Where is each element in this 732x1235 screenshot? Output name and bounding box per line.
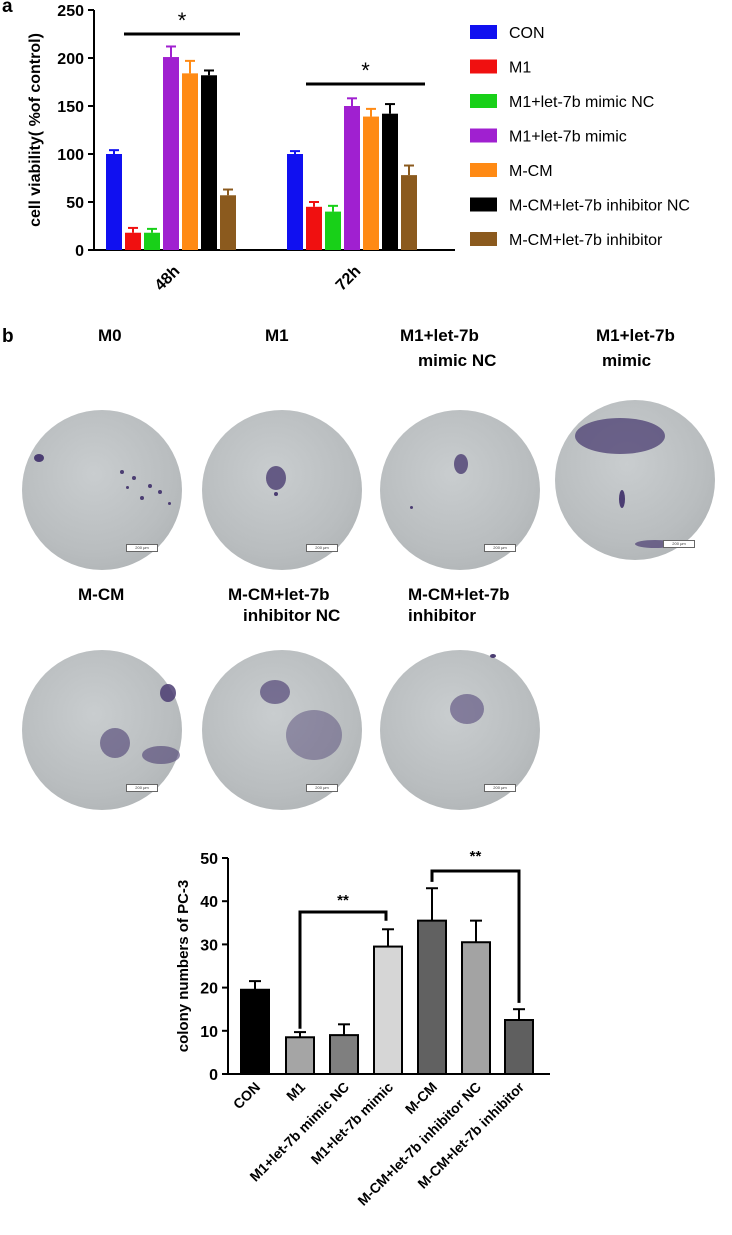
plate-title-line1: M-CM+let-7b (228, 585, 330, 604)
y-tick-label: 200 (57, 51, 84, 68)
legend-swatch (470, 197, 497, 212)
scale-bar: 200 μm (663, 540, 695, 548)
plate-title-m1-mimic-nc: M1+let-7b mimic NC (400, 323, 496, 373)
y-tick-label: 0 (209, 1067, 218, 1084)
y-tick-label: 30 (200, 937, 218, 954)
y-tick-label: 50 (66, 195, 84, 212)
bar (344, 106, 360, 250)
bar (306, 206, 322, 250)
plate-title-line1: M1+let-7b (596, 326, 675, 345)
x-tick-label: M1 (283, 1079, 308, 1104)
bar (125, 232, 141, 250)
y-tick-label: 20 (200, 981, 218, 998)
legend-label: M1+let-7b mimic NC (509, 94, 654, 111)
plate-title-line1: M-CM (78, 585, 125, 604)
plate-title-m1: M1 (265, 323, 289, 348)
legend-swatch (470, 25, 497, 39)
plate-title-line1: M0 (98, 326, 122, 345)
legend-swatch (470, 128, 497, 143)
x-tick-label: CON (230, 1079, 263, 1112)
plate-title-m-cm-inhibitor-nc: M-CM+let-7b inhibitor NC (228, 582, 341, 628)
bar (401, 175, 417, 250)
plate-title-line1: M-CM+let-7b (408, 585, 510, 604)
significance-bracket (298, 910, 388, 1029)
scale-bar: 200 μm (306, 784, 338, 792)
plate-image-m-cm-inhibitor: 200 μm (380, 650, 540, 810)
legend-label: M1 (509, 60, 531, 77)
legend-label: CON (509, 25, 545, 42)
y-tick-label: 10 (200, 1024, 218, 1041)
y-axis-label: cell viability( %of control) (27, 33, 44, 227)
bar (382, 113, 398, 251)
bar (144, 232, 160, 250)
y-axis-label: colony numbers of PC-3 (175, 880, 192, 1053)
bar (363, 116, 379, 250)
scale-bar: 200 μm (484, 784, 516, 792)
plate-title-m1-mimic: M1+let-7b mimic (596, 323, 675, 373)
bar (329, 1034, 359, 1075)
significance-marker: ** (470, 848, 482, 865)
legend-label: M-CM+let-7b inhibitor NC (509, 198, 690, 215)
bar (417, 919, 447, 1075)
plate-title-line2: inhibitor NC (243, 606, 341, 625)
x-tick-label: 48h (152, 263, 184, 295)
legend-swatch (470, 163, 497, 177)
legend-swatch (470, 232, 497, 246)
scale-bar: 200 μm (126, 784, 158, 792)
y-tick-label: 50 (200, 851, 218, 868)
colony-bar-chart: 0 10 20 30 40 50 colony numbers of PC-3 CON M1M1… (175, 848, 550, 1209)
bar (287, 154, 303, 250)
plate-title-line2: inhibitor (408, 606, 476, 625)
scale-bar: 200 μm (306, 544, 338, 552)
legend-label: M-CM (509, 163, 553, 180)
bar (220, 195, 236, 250)
plate-image-m1-mimic-nc: 200 μm (380, 410, 540, 570)
significance-marker: * (361, 58, 370, 83)
plate-title-line1: M1+let-7b (400, 326, 479, 345)
bar (201, 75, 217, 250)
y-tick-label: 0 (75, 243, 84, 260)
significance-bracket (430, 869, 521, 1003)
plate-title-line2: mimic NC (418, 351, 497, 370)
bar (325, 211, 341, 250)
plate-title-m-cm: M-CM (78, 582, 124, 607)
plate-image-m0: 200 μm (22, 410, 182, 570)
bar (182, 73, 198, 250)
bar (240, 988, 270, 1075)
plate-image-m1-mimic: 200 μm (555, 400, 715, 560)
plate-title-line1: M1 (265, 326, 289, 345)
y-tick-label: 150 (57, 99, 84, 116)
x-tick-label: 72h (333, 263, 365, 295)
bar (106, 154, 122, 250)
significance-marker: ** (337, 892, 349, 909)
x-tick-label: M1+let-7b mimic (308, 1079, 397, 1168)
plate-title-m-cm-inhibitor: M-CM+let-7b inhibitor (408, 582, 510, 628)
legend-swatch (470, 94, 497, 108)
plate-image-m-cm: 200 μm (22, 650, 182, 810)
plate-title-line2: mimic (602, 351, 652, 370)
bar (373, 945, 403, 1075)
legend-label: M1+let-7b mimic (509, 129, 627, 146)
significance-marker: * (178, 8, 187, 33)
bar (461, 941, 491, 1075)
plate-image-m-cm-inhibitor-nc: 200 μm (202, 650, 362, 810)
x-tick-label: M-CM (402, 1079, 440, 1117)
y-tick-label: 250 (57, 3, 84, 20)
y-tick-label: 100 (57, 147, 84, 164)
viability-bar-chart: 0 50 100 150 200 250 cell viability( %of contr… (27, 3, 690, 295)
legend-label: M-CM+let-7b inhibitor (509, 232, 663, 249)
y-tick-label: 40 (200, 894, 218, 911)
plate-image-m1: 200 μm (202, 410, 362, 570)
panel-b-label: b (2, 326, 14, 347)
legend-swatch (470, 59, 497, 74)
bar (285, 1036, 315, 1075)
scale-bar: 200 μm (126, 544, 158, 552)
bar (504, 1019, 534, 1075)
scale-bar: 200 μm (484, 544, 516, 552)
bar (163, 57, 179, 250)
plate-title-m0: M0 (98, 323, 122, 348)
panel-a-label: a (2, 0, 13, 17)
